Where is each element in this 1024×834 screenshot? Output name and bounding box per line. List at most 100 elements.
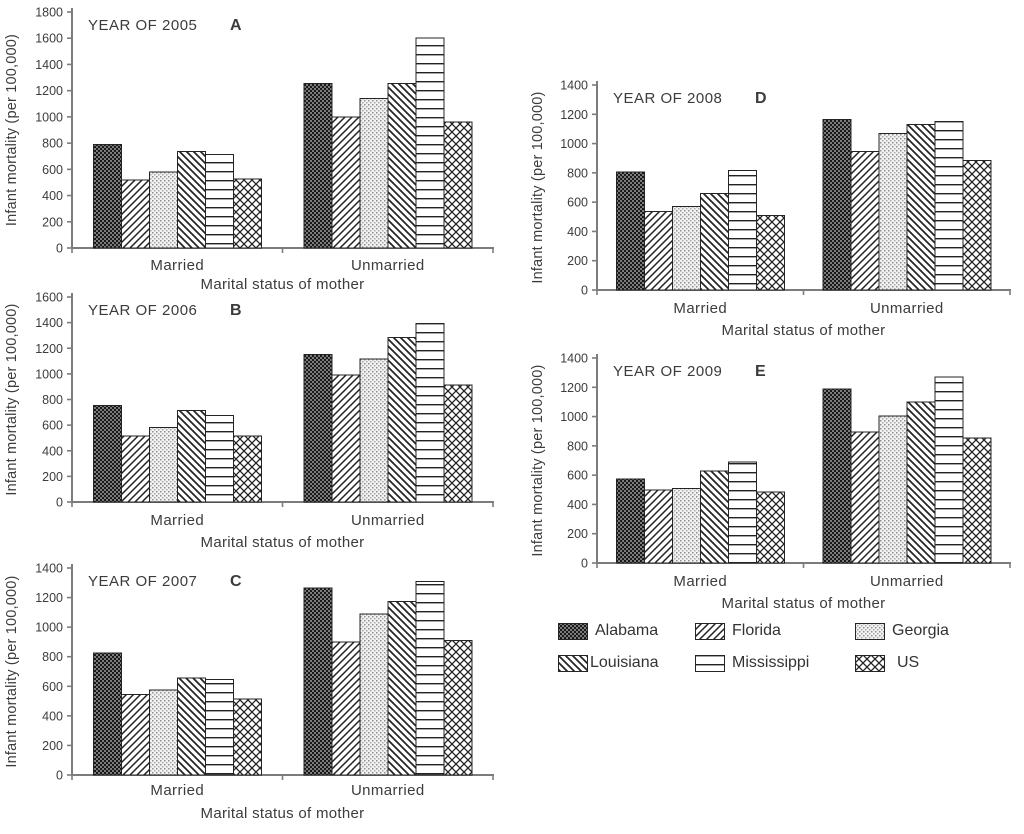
category-label: Unmarried bbox=[870, 300, 944, 317]
category-label: Married bbox=[673, 300, 727, 317]
bar-mississippi-married bbox=[727, 461, 757, 564]
bar-mississippi-unmarried bbox=[934, 376, 964, 564]
y-tick-label: 200 bbox=[567, 527, 588, 541]
legend-item-alabama: Alabama bbox=[558, 622, 695, 640]
y-tick-label: 400 bbox=[567, 498, 588, 512]
y-tick-label: 200 bbox=[42, 470, 63, 484]
y-tick-label: 600 bbox=[42, 419, 63, 433]
legend-item-georgia: Georgia bbox=[855, 622, 992, 640]
category-label: Married bbox=[150, 257, 204, 274]
bar-florida-unmarried bbox=[850, 431, 880, 564]
bar-louisiana-unmarried bbox=[387, 600, 417, 776]
bar-georgia-unmarried bbox=[359, 98, 389, 249]
bar-florida-married bbox=[120, 435, 150, 503]
panel-title: YEAR OF 2005 bbox=[88, 17, 197, 34]
chart-panel-2006: 0 200 400 600 800 1000 1200 1400 1600 YEAR OF 200… bbox=[0, 287, 510, 560]
bar-alabama-married bbox=[615, 478, 645, 564]
bar-mississippi-unmarried bbox=[415, 322, 445, 503]
bar-louisiana-married bbox=[176, 151, 206, 249]
y-tick-label: 1000 bbox=[560, 410, 588, 424]
y-axis-label: Infant mortality (per 100,000) bbox=[530, 91, 546, 283]
bar-chart-2008: 0 200 400 600 800 1000 1200 1400 YEAR OF 2008 D Ma… bbox=[530, 79, 1011, 339]
bar-florida-unmarried bbox=[331, 641, 361, 776]
y-tick-label: 200 bbox=[42, 215, 63, 229]
bar-mississippi-married bbox=[204, 415, 234, 503]
y-tick-label: 0 bbox=[56, 242, 63, 256]
y-tick-label: 800 bbox=[567, 166, 588, 180]
legend-swatch-icon bbox=[855, 622, 885, 640]
y-tick-label: 600 bbox=[567, 469, 588, 483]
bar-mississippi-unmarried bbox=[934, 121, 964, 291]
legend-label: Florida bbox=[732, 622, 781, 639]
legend-label: Georgia bbox=[892, 622, 949, 639]
bar-louisiana-unmarried bbox=[906, 401, 936, 564]
y-tick-label: 1800 bbox=[35, 6, 63, 20]
bar-alabama-married bbox=[615, 171, 645, 291]
bar-us-unmarried bbox=[443, 384, 473, 503]
panel-title: YEAR OF 2009 bbox=[613, 363, 722, 380]
panel-title: YEAR OF 2006 bbox=[88, 302, 197, 319]
panel-letter: D bbox=[755, 90, 767, 107]
y-axis-label: Infant mortality (per 100,000) bbox=[4, 303, 20, 495]
bar-georgia-unmarried bbox=[878, 132, 908, 291]
bar-chart-2009: 0 200 400 600 800 1000 1200 1400 YEAR OF 2009 E Ma… bbox=[530, 352, 1011, 612]
y-tick-label: 400 bbox=[42, 444, 63, 458]
bar-mississippi-unmarried bbox=[415, 37, 445, 249]
y-tick-label: 1200 bbox=[35, 84, 63, 98]
bar-louisiana-unmarried bbox=[387, 336, 417, 503]
bar-louisiana-unmarried bbox=[906, 124, 936, 291]
category-label: Married bbox=[150, 512, 204, 529]
bar-us-married bbox=[232, 435, 262, 503]
y-tick-label: 600 bbox=[567, 196, 588, 210]
category-label: Married bbox=[150, 782, 204, 799]
bar-florida-married bbox=[120, 179, 150, 249]
y-tick-label: 1000 bbox=[35, 110, 63, 124]
panel-title: YEAR OF 2008 bbox=[613, 90, 722, 107]
panel-letter: E bbox=[755, 363, 766, 380]
bar-georgia-married bbox=[148, 171, 178, 249]
bar-alabama-unmarried bbox=[822, 388, 852, 564]
y-tick-label: 0 bbox=[581, 557, 588, 571]
bar-alabama-unmarried bbox=[303, 82, 333, 249]
legend-swatch-icon bbox=[558, 654, 588, 672]
x-axis-label: Marital status of mother bbox=[201, 276, 365, 292]
bar-us-unmarried bbox=[962, 159, 992, 291]
bar-us-unmarried bbox=[962, 437, 992, 564]
legend-item-mississippi: Mississippi bbox=[695, 654, 855, 672]
y-tick-label: 800 bbox=[42, 393, 63, 407]
y-tick-label: 0 bbox=[56, 496, 63, 510]
bar-us-married bbox=[755, 214, 785, 291]
y-tick-label: 1000 bbox=[35, 367, 63, 381]
bar-chart-2007: 0 200 400 600 800 1000 1200 1400 YEAR OF 2007 C Ma… bbox=[4, 562, 494, 822]
legend-row: Alabama Florida Georgia bbox=[512, 622, 992, 640]
bar-florida-married bbox=[643, 211, 673, 291]
bar-georgia-unmarried bbox=[878, 415, 908, 564]
bar-us-unmarried bbox=[443, 121, 473, 249]
bar-alabama-married bbox=[92, 404, 122, 503]
legend-swatch-icon bbox=[695, 622, 725, 640]
y-tick-label: 400 bbox=[567, 225, 588, 239]
bar-us-unmarried bbox=[443, 639, 473, 776]
y-axis-label: Infant mortality (per 100,000) bbox=[530, 364, 546, 556]
y-tick-label: 400 bbox=[42, 189, 63, 203]
bar-louisiana-married bbox=[699, 470, 729, 564]
bar-alabama-married bbox=[92, 652, 122, 776]
legend-swatch-icon bbox=[695, 654, 725, 672]
legend-swatch-icon bbox=[558, 622, 588, 640]
bar-louisiana-married bbox=[176, 409, 206, 503]
bar-florida-unmarried bbox=[850, 151, 880, 291]
bar-alabama-unmarried bbox=[303, 587, 333, 776]
y-tick-label: 800 bbox=[567, 439, 588, 453]
panel-letter: A bbox=[230, 17, 242, 34]
category-label: Unmarried bbox=[870, 573, 944, 590]
legend-label: Alabama bbox=[595, 622, 659, 639]
chart-legend: Alabama Florida Georgia Louisiana bbox=[512, 622, 992, 686]
y-tick-label: 1400 bbox=[35, 58, 63, 72]
bar-georgia-married bbox=[671, 487, 701, 564]
bar-louisiana-married bbox=[699, 192, 729, 291]
y-tick-label: 1400 bbox=[35, 562, 63, 576]
bar-chart-2006: 0 200 400 600 800 1000 1200 1400 1600 YEAR OF 200… bbox=[4, 291, 494, 551]
category-label: Married bbox=[673, 573, 727, 590]
legend-row: Louisiana Mississippi US bbox=[512, 654, 992, 672]
y-tick-label: 0 bbox=[56, 769, 63, 783]
